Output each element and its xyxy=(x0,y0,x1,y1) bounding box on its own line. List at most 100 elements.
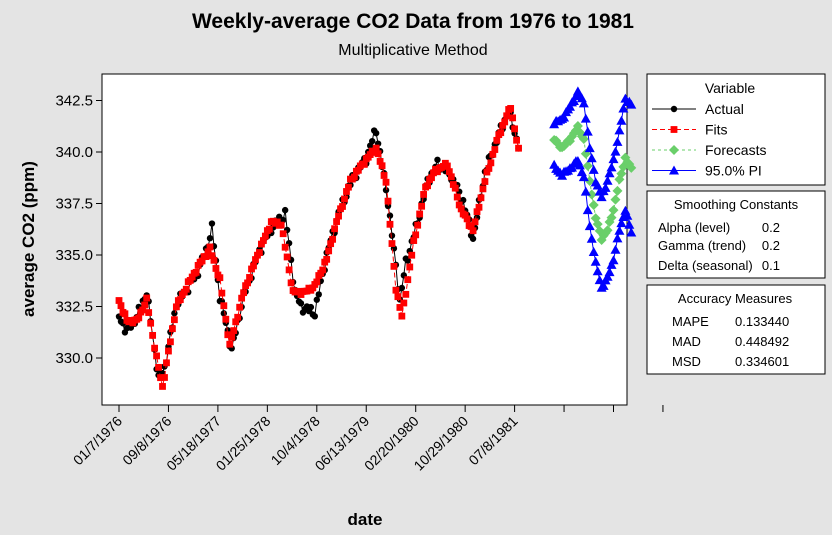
accuracy-value: 0.133440 xyxy=(735,314,789,329)
fits-point xyxy=(341,195,348,203)
fits-point xyxy=(400,299,408,307)
fits-point xyxy=(384,197,392,205)
fits-point xyxy=(204,248,212,256)
fits-point xyxy=(151,344,159,352)
pi-lower-point xyxy=(598,280,609,290)
y-tick-label: 342.5 xyxy=(55,93,93,110)
fits-point xyxy=(139,306,147,314)
forecast-point xyxy=(602,225,613,236)
fits-point xyxy=(121,310,129,318)
fits-point xyxy=(418,202,426,210)
pi-upper-point xyxy=(604,168,615,178)
fits-point xyxy=(169,325,176,333)
pi-upper-point xyxy=(568,95,579,105)
actual-point xyxy=(307,303,315,311)
pi-lower-point xyxy=(624,219,635,229)
chart-subtitle: Multiplicative Method xyxy=(338,42,487,59)
fits-point xyxy=(323,255,331,263)
fits-point xyxy=(202,253,210,260)
y-axis-label: average CO2 (ppm) xyxy=(19,161,38,317)
accuracy-box xyxy=(646,284,826,375)
accuracy-title: Accuracy Measures xyxy=(678,291,793,306)
pi-lower-point xyxy=(606,259,617,269)
forecast-point xyxy=(586,189,597,200)
fits-point xyxy=(165,347,172,355)
forecast-point xyxy=(610,194,621,205)
fits-point xyxy=(176,296,184,304)
fits-point xyxy=(350,173,358,181)
pi-upper-point xyxy=(626,99,637,109)
fits-point xyxy=(457,205,465,213)
fits-point xyxy=(167,338,174,346)
chart-title: Weekly-average CO2 Data from 1976 to 198… xyxy=(192,10,634,33)
x-tick-label: 10/29/1980 xyxy=(410,413,471,474)
fits-point xyxy=(198,257,206,265)
fits-point xyxy=(313,278,321,286)
smoothing-label: Alpha (level) xyxy=(658,220,730,235)
pi-upper-point xyxy=(592,180,603,190)
pi-lower-point xyxy=(616,218,627,228)
smoothing-value: 0.1 xyxy=(762,258,780,273)
actual-point xyxy=(206,235,214,242)
fits-point xyxy=(333,218,340,225)
smoothing-box xyxy=(646,190,826,279)
x-tick-label: 01/7/1976 xyxy=(70,413,126,469)
pi-lower-point xyxy=(586,233,597,243)
pi-lower-point xyxy=(626,227,637,237)
fits-point xyxy=(261,232,269,240)
x-axis-label: date xyxy=(348,510,383,529)
fits-point xyxy=(487,159,495,167)
fits-point xyxy=(192,268,200,276)
pi-upper-point xyxy=(618,103,629,113)
plot-area xyxy=(101,73,628,406)
actual-point xyxy=(171,310,178,317)
forecast-point xyxy=(606,212,617,223)
fits-point xyxy=(513,136,520,144)
fits-point xyxy=(115,297,123,304)
fits-point xyxy=(453,193,461,201)
fits-point xyxy=(135,314,143,322)
fits-point xyxy=(461,211,469,219)
legend-label: Actual xyxy=(705,101,744,117)
legend-marker xyxy=(669,145,679,155)
fits-point xyxy=(380,172,388,179)
forecast-point xyxy=(588,199,599,210)
pi-lower-point xyxy=(590,256,601,266)
y-tick-label: 337.5 xyxy=(55,196,93,213)
fits-point xyxy=(354,166,362,174)
legend: Variable Actual Fits Forecasts 95.0% PI xyxy=(646,73,826,186)
fits-point xyxy=(372,144,380,152)
pi-lower-point xyxy=(612,233,623,243)
fits-point xyxy=(469,227,477,235)
accuracy-label: MSD xyxy=(672,354,701,369)
x-tick-label: 01/25/1978 xyxy=(213,413,274,474)
fits-point xyxy=(428,174,435,182)
fits-point xyxy=(277,221,285,229)
legend-items: Actual Fits Forecasts 95.0% PI xyxy=(652,101,766,179)
pi-upper-point xyxy=(600,182,611,192)
y-tick-label: 332.5 xyxy=(55,299,93,316)
fits-point xyxy=(424,182,431,190)
fits-point xyxy=(483,168,491,176)
fits-point xyxy=(236,303,244,311)
fits-point xyxy=(172,303,180,311)
fits-point xyxy=(327,240,335,248)
actual-point xyxy=(279,216,287,224)
fits-point xyxy=(392,286,400,294)
x-axis: 01/7/197609/8/197605/18/197701/25/197810… xyxy=(70,405,664,474)
actual-point xyxy=(281,206,289,214)
fits-point xyxy=(246,274,253,281)
fits-point xyxy=(163,359,170,367)
fits-point xyxy=(489,150,497,158)
fits-point xyxy=(394,293,402,301)
fits-point xyxy=(212,265,220,272)
fits-point xyxy=(141,301,149,309)
fits-point xyxy=(410,237,418,244)
actual-point xyxy=(469,235,477,242)
actual-point xyxy=(372,129,380,137)
pi-lower-point xyxy=(610,244,621,254)
pi-lower-point xyxy=(588,246,599,256)
fits-point xyxy=(283,253,291,261)
pi-lower-point xyxy=(608,255,619,265)
